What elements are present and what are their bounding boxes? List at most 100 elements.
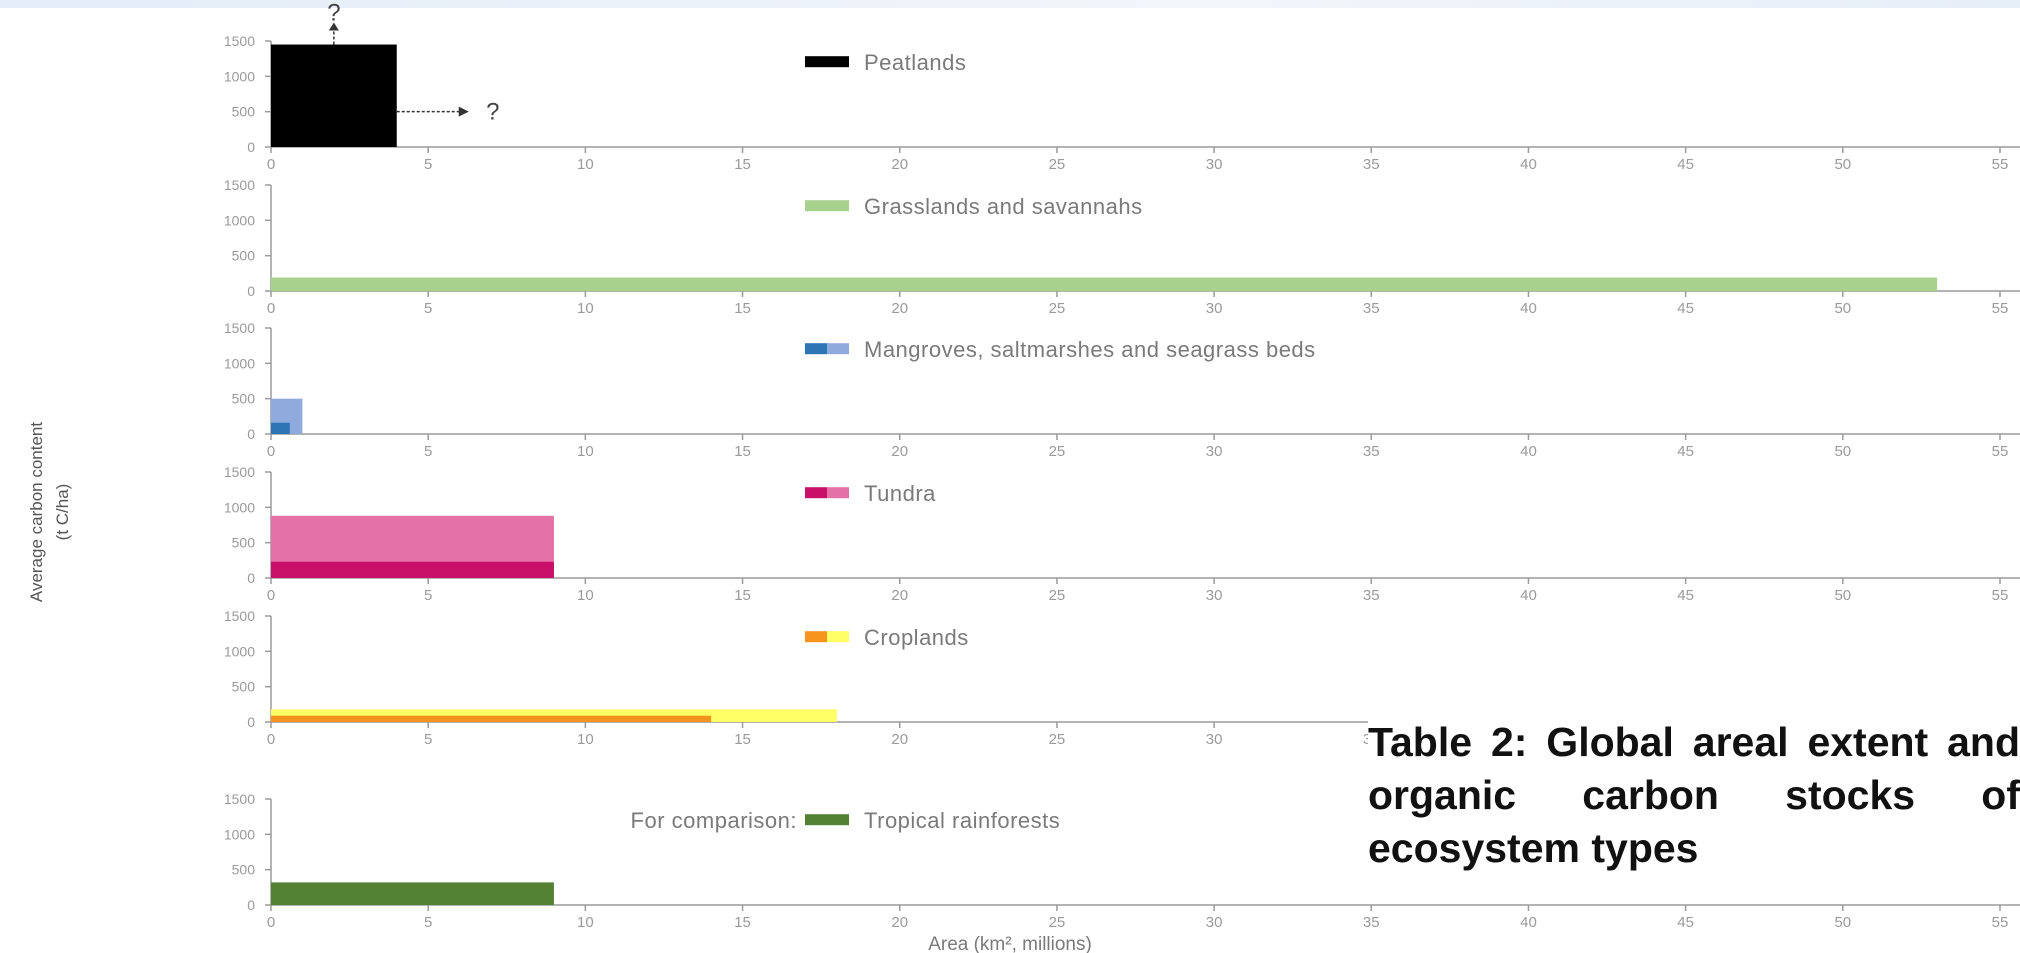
y-tick-label: 500 — [232, 535, 256, 551]
y-tick-label: 1500 — [224, 608, 255, 624]
x-tick-label: 45 — [1677, 156, 1694, 173]
legend-swatch — [827, 487, 849, 499]
x-tick-label: 15 — [734, 156, 751, 173]
x-tick-label: 40 — [1520, 914, 1537, 931]
x-axis-label: Area (km², millions) — [928, 934, 1092, 953]
y-tick-label: 1000 — [224, 355, 255, 371]
legend-swatch — [827, 631, 849, 643]
x-tick-label: 50 — [1834, 156, 1851, 173]
x-tick-label: 10 — [577, 156, 594, 173]
panel-3: 0 500 1000 1500 0 5 10 15 20 25 30 35 40 45 50 55 Mangro… — [224, 320, 2020, 460]
x-tick-label: 15 — [734, 587, 751, 604]
x-tick-label: 50 — [1834, 587, 1851, 604]
x-tick-label: 45 — [1677, 587, 1694, 604]
x-tick-label: 10 — [577, 914, 594, 931]
unknown-height-marker: ? — [327, 0, 340, 27]
x-tick-label: 5 — [424, 731, 432, 748]
arrow-up-head — [328, 22, 339, 31]
legend-swatch — [805, 343, 827, 355]
x-tick-label: 20 — [891, 300, 908, 317]
legend-label: Grasslands and savannahs — [864, 194, 1143, 219]
x-tick-label: 35 — [1363, 443, 1380, 460]
y-tick-label: 500 — [232, 679, 256, 695]
bar-mangroves-saltmarshes-and-seagrass-beds — [271, 422, 290, 434]
x-tick-label: 15 — [734, 731, 751, 748]
legend-swatch — [805, 487, 827, 499]
x-tick-label: 55 — [1992, 587, 2009, 604]
x-tick-label: 20 — [891, 443, 908, 460]
x-tick-label: 0 — [267, 156, 275, 173]
top-decorative-band — [0, 0, 2020, 8]
legend-swatch — [805, 814, 849, 826]
bar-grasslands-and-savannahs — [271, 277, 1938, 291]
comparison-label: For comparison: — [631, 808, 797, 833]
y-tick-label: 500 — [232, 391, 256, 407]
x-tick-label: 30 — [1206, 731, 1223, 748]
y-tick-label: 0 — [247, 426, 255, 442]
x-tick-label: 45 — [1677, 300, 1694, 317]
x-tick-label: 45 — [1677, 443, 1694, 460]
x-tick-label: 40 — [1520, 587, 1537, 604]
x-tick-label: 20 — [891, 914, 908, 931]
y-tick-label: 0 — [247, 714, 255, 730]
x-tick-label: 20 — [891, 587, 908, 604]
x-tick-label: 50 — [1834, 300, 1851, 317]
y-tick-label: 1500 — [224, 791, 255, 807]
x-tick-label: 55 — [1992, 914, 2009, 931]
table-caption: Table 2: Global areal extent and organic… — [1368, 710, 2020, 886]
x-tick-label: 5 — [424, 587, 432, 604]
x-tick-label: 5 — [424, 443, 432, 460]
y-tick-label: 0 — [247, 570, 255, 586]
y-axis-label-line2: (t C/ha) — [53, 484, 72, 541]
legend-swatch — [805, 200, 849, 212]
bar-tropical-rainforests — [271, 882, 554, 905]
x-tick-label: 25 — [1049, 443, 1066, 460]
y-tick-label: 0 — [247, 283, 255, 299]
x-tick-label: 55 — [1992, 156, 2009, 173]
x-tick-label: 5 — [424, 914, 432, 931]
y-tick-label: 1000 — [224, 643, 255, 659]
y-tick-label: 0 — [247, 897, 255, 913]
y-axis-label-group: Average carbon content (t C/ha) — [27, 422, 72, 602]
y-tick-label: 1000 — [224, 68, 255, 84]
x-tick-label: 0 — [267, 587, 275, 604]
x-tick-label: 20 — [891, 731, 908, 748]
legend-swatch — [805, 56, 849, 68]
x-tick-label: 30 — [1206, 156, 1223, 173]
y-tick-label: 1000 — [224, 499, 255, 515]
y-tick-label: 500 — [232, 248, 256, 264]
x-tick-label: 30 — [1206, 914, 1223, 931]
x-tick-label: 55 — [1992, 443, 2009, 460]
panel-4: 0 500 1000 1500 0 5 10 15 20 25 30 35 40 45 50 55 Tundra — [224, 464, 2020, 604]
x-tick-label: 10 — [577, 443, 594, 460]
legend-swatch — [827, 343, 849, 355]
x-tick-label: 20 — [891, 156, 908, 173]
x-tick-label: 10 — [577, 587, 594, 604]
y-tick-label: 500 — [232, 104, 256, 120]
x-tick-label: 30 — [1206, 443, 1223, 460]
x-tick-label: 15 — [734, 443, 751, 460]
x-tick-label: 25 — [1049, 156, 1066, 173]
legend-label: Tundra — [864, 481, 936, 506]
bar-tundra — [271, 561, 554, 578]
x-tick-label: 35 — [1363, 156, 1380, 173]
y-tick-label: 1000 — [224, 826, 255, 842]
panel-6: 0 500 1000 1500 0 5 10 15 20 25 30 35 40 45 50 55 Tropic… — [224, 791, 2020, 931]
x-tick-label: 5 — [424, 156, 432, 173]
x-tick-label: 0 — [267, 731, 275, 748]
x-tick-label: 35 — [1363, 914, 1380, 931]
x-tick-label: 50 — [1834, 443, 1851, 460]
y-tick-label: 1500 — [224, 177, 255, 193]
x-tick-label: 25 — [1049, 731, 1066, 748]
x-tick-label: 50 — [1834, 914, 1851, 931]
y-tick-label: 1500 — [224, 320, 255, 336]
x-tick-label: 25 — [1049, 914, 1066, 931]
x-tick-label: 10 — [577, 300, 594, 317]
unknown-extent-marker: ? — [486, 99, 499, 126]
x-tick-label: 35 — [1363, 300, 1380, 317]
x-tick-label: 15 — [734, 914, 751, 931]
x-tick-label: 30 — [1206, 300, 1223, 317]
x-tick-label: 35 — [1363, 587, 1380, 604]
